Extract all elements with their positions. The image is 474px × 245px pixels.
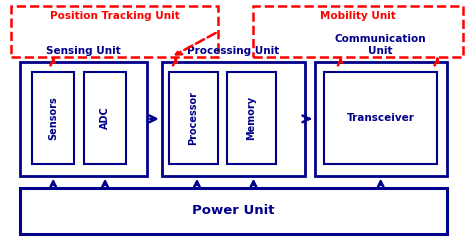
Bar — [32, 72, 74, 164]
Text: Processing Unit: Processing Unit — [187, 46, 280, 56]
Text: Communication
Unit: Communication Unit — [335, 34, 427, 56]
Text: Transceiver: Transceiver — [347, 113, 415, 123]
Bar — [20, 188, 447, 234]
Bar — [324, 72, 438, 164]
Bar — [315, 62, 447, 176]
Bar — [227, 72, 276, 164]
Text: Mobility Unit: Mobility Unit — [320, 11, 396, 21]
Text: Position Tracking Unit: Position Tracking Unit — [50, 11, 179, 21]
Bar — [169, 72, 218, 164]
Text: Sensing Unit: Sensing Unit — [46, 46, 121, 56]
Bar — [162, 62, 305, 176]
Text: Power Unit: Power Unit — [192, 204, 275, 217]
Text: Sensors: Sensors — [48, 96, 58, 140]
Text: Processor: Processor — [188, 91, 199, 145]
Text: Memory: Memory — [246, 96, 256, 140]
Bar — [84, 72, 126, 164]
Bar — [11, 6, 218, 57]
Bar — [254, 6, 463, 57]
Text: ADC: ADC — [100, 106, 110, 129]
Bar — [20, 62, 147, 176]
